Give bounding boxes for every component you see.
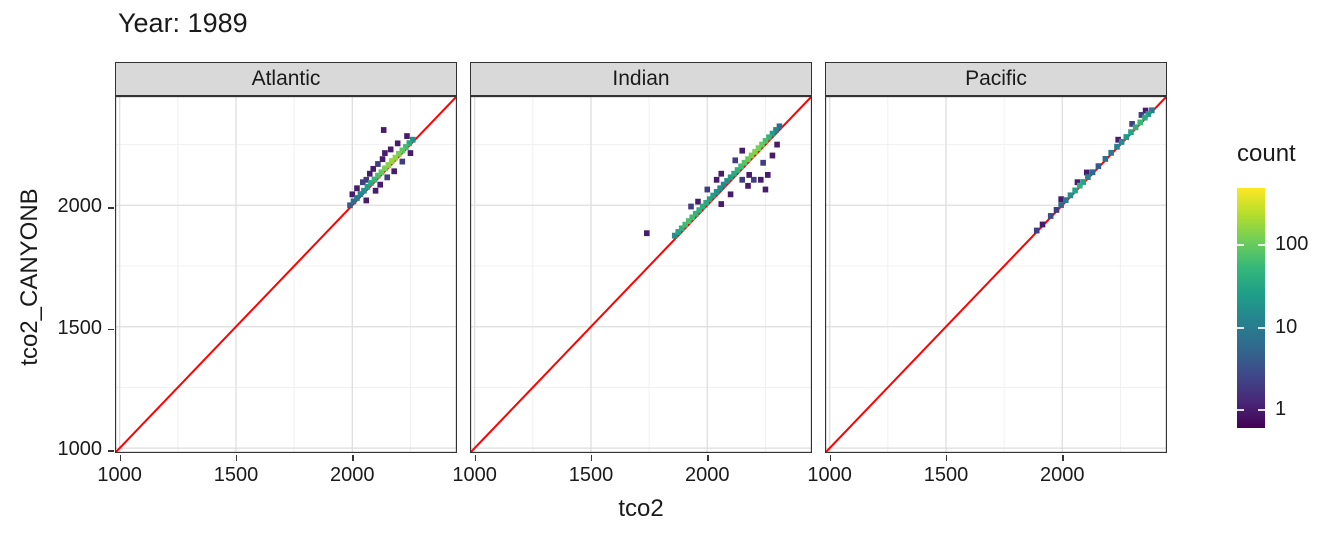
facet-strip: Indian [470, 62, 812, 96]
legend-tick-mark [1237, 326, 1244, 329]
x-tick-mark [590, 455, 593, 461]
panel-plot-area-atlantic [115, 96, 457, 453]
x-tick-label: 1500 [213, 464, 259, 486]
y-tick-label: 2000 [57, 195, 103, 218]
legend-tick-mark [1237, 244, 1244, 247]
x-tick-label: 2000 [685, 464, 730, 486]
facet-pacific: Pacific [825, 62, 1167, 453]
legend-tick-label: 100 [1275, 233, 1309, 256]
x-tick-label: 1500 [568, 464, 614, 486]
panel-plot-area-indian [470, 96, 812, 453]
y-axis-title: tco2_CANYONB [16, 188, 43, 366]
legend-tick-mark [1237, 408, 1244, 411]
legend-title: count [1237, 140, 1296, 167]
facet-strip: Atlantic [115, 62, 457, 96]
y-tick-label: 1000 [57, 438, 103, 461]
facet-strip-label: Atlantic [251, 67, 321, 90]
x-tick-mark [829, 455, 832, 461]
y-tick-mark [108, 207, 114, 209]
x-tick-label: 1000 [807, 464, 852, 486]
y-tick-mark [108, 450, 114, 452]
legend-colorbar [1237, 188, 1265, 428]
x-tick-mark [474, 455, 477, 461]
x-tick-mark [1062, 455, 1064, 461]
x-tick-mark [235, 455, 238, 461]
x-tick-label: 2000 [330, 464, 375, 486]
facet-indian: Indian [470, 62, 812, 453]
x-tick-mark [707, 455, 709, 461]
plot-title: Year: 1989 [118, 8, 248, 38]
y-tick-label: 1500 [57, 316, 103, 339]
x-axis-title: tco2 [618, 495, 664, 522]
x-tick-label: 1000 [452, 464, 497, 486]
facet-strip-label: Pacific [965, 67, 1027, 90]
panel-plot-area-pacific [825, 96, 1167, 453]
facet-atlantic: Atlantic [115, 62, 457, 453]
legend-tick-mark [1258, 244, 1265, 247]
y-tick-mark [108, 328, 114, 331]
x-tick-label: 1500 [923, 464, 969, 486]
x-tick-mark [352, 455, 354, 461]
facet-strip-label: Indian [612, 67, 670, 90]
x-tick-mark [945, 455, 948, 461]
legend-tick-label: 1 [1275, 397, 1287, 420]
legend-tick-label: 10 [1275, 315, 1298, 338]
legend-tick-mark [1258, 408, 1265, 411]
x-tick-label: 2000 [1040, 464, 1085, 486]
x-tick-label: 1000 [97, 464, 142, 486]
x-tick-mark [119, 455, 122, 461]
facet-strip: Pacific [825, 62, 1167, 96]
legend-tick-mark [1258, 326, 1265, 329]
